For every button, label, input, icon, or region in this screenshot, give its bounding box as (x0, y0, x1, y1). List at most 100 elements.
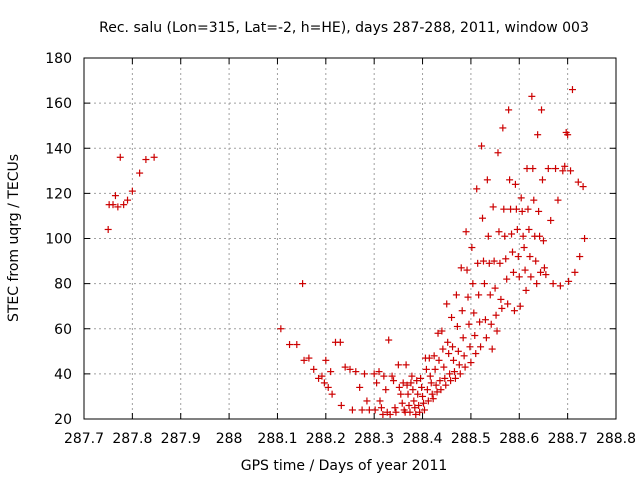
data-point (375, 368, 383, 376)
data-point (469, 280, 477, 288)
data-point (310, 365, 318, 373)
x-axis-label: GPS time / Days of year 2011 (241, 458, 448, 474)
data-point (348, 406, 356, 414)
data-point (426, 372, 434, 380)
data-point (358, 406, 366, 414)
data-point (431, 365, 439, 373)
data-point (501, 232, 509, 240)
data-point (544, 165, 552, 173)
x-tick-label: 288.4 (402, 431, 442, 447)
data-point (416, 408, 424, 416)
data-point (429, 395, 437, 403)
data-point (422, 365, 430, 373)
data-point (474, 259, 482, 267)
data-point (481, 316, 489, 324)
data-point (455, 361, 463, 369)
data-point (549, 280, 557, 288)
data-point (476, 318, 484, 326)
data-point (109, 201, 117, 209)
data-point (556, 282, 564, 290)
data-point (449, 343, 457, 351)
data-point (509, 248, 517, 256)
data-point (527, 273, 535, 281)
data-point (411, 404, 419, 412)
data-point (432, 381, 440, 389)
data-point (402, 361, 410, 369)
data-point (391, 404, 399, 412)
data-point (395, 383, 403, 391)
data-point (441, 374, 449, 382)
data-point (376, 397, 384, 405)
data-point (436, 377, 444, 385)
x-tick-label: 288.5 (451, 431, 491, 447)
data-point (277, 325, 285, 333)
data-point (286, 341, 294, 349)
data-point (471, 332, 479, 340)
data-point (500, 205, 508, 213)
chart-title: Rec. salu (Lon=315, Lat=-2, h=HE), days … (99, 20, 589, 36)
data-point (327, 368, 335, 376)
data-point (341, 363, 349, 371)
y-tick-label: 140 (45, 141, 72, 157)
data-point (116, 153, 124, 161)
data-point (458, 307, 466, 315)
data-point (407, 379, 415, 387)
data-point (477, 343, 485, 351)
data-point (427, 379, 435, 387)
data-point (150, 153, 158, 161)
data-point (539, 237, 547, 245)
data-point (433, 388, 441, 396)
x-axis-ticks: 287.7 287.8 287.9 288 288.1 288.2 288.3 288.4 28… (64, 58, 636, 447)
data-point (498, 304, 506, 312)
y-tick-label: 160 (45, 96, 72, 112)
data-point (450, 368, 458, 376)
data-point (552, 165, 560, 173)
data-point (380, 372, 388, 380)
data-point (324, 383, 332, 391)
data-point (363, 397, 371, 405)
data-point (419, 392, 427, 400)
y-tick-label: 180 (45, 51, 72, 67)
data-point (403, 381, 411, 389)
data-point (581, 235, 589, 242)
data-point (503, 275, 511, 283)
data-point (479, 257, 487, 265)
x-tick-label: 288.2 (306, 431, 346, 447)
data-point (397, 390, 405, 398)
data-point (423, 386, 431, 394)
data-point (420, 399, 428, 407)
data-point (406, 408, 414, 416)
data-point (495, 228, 503, 236)
data-point (516, 302, 524, 310)
data-point (512, 205, 520, 213)
data-point (382, 386, 390, 394)
data-point (386, 410, 394, 418)
y-axis-ticks: 20 40 60 80 100 120 140 160 180 (45, 51, 616, 428)
data-point (437, 386, 445, 394)
data-point (390, 377, 398, 385)
data-point (435, 356, 443, 364)
data-point (328, 390, 336, 398)
data-point (568, 86, 576, 94)
data-point (473, 185, 481, 193)
data-point (530, 196, 538, 204)
data-point (459, 334, 467, 342)
data-point (371, 406, 379, 414)
data-point (505, 106, 513, 114)
data-point (385, 336, 393, 344)
data-point (463, 266, 471, 274)
data-point (510, 307, 518, 315)
data-point (479, 214, 487, 222)
x-tick-label: 288.8 (596, 431, 636, 447)
data-point (453, 322, 461, 330)
data-point (488, 345, 496, 353)
data-point (447, 377, 455, 385)
x-tick-label: 287.8 (112, 431, 152, 447)
data-point (356, 383, 364, 391)
data-point (430, 352, 438, 360)
data-point (142, 156, 150, 164)
data-point (124, 196, 132, 204)
y-tick-label: 40 (54, 367, 72, 383)
data-point (559, 167, 567, 175)
data-point (525, 225, 533, 233)
